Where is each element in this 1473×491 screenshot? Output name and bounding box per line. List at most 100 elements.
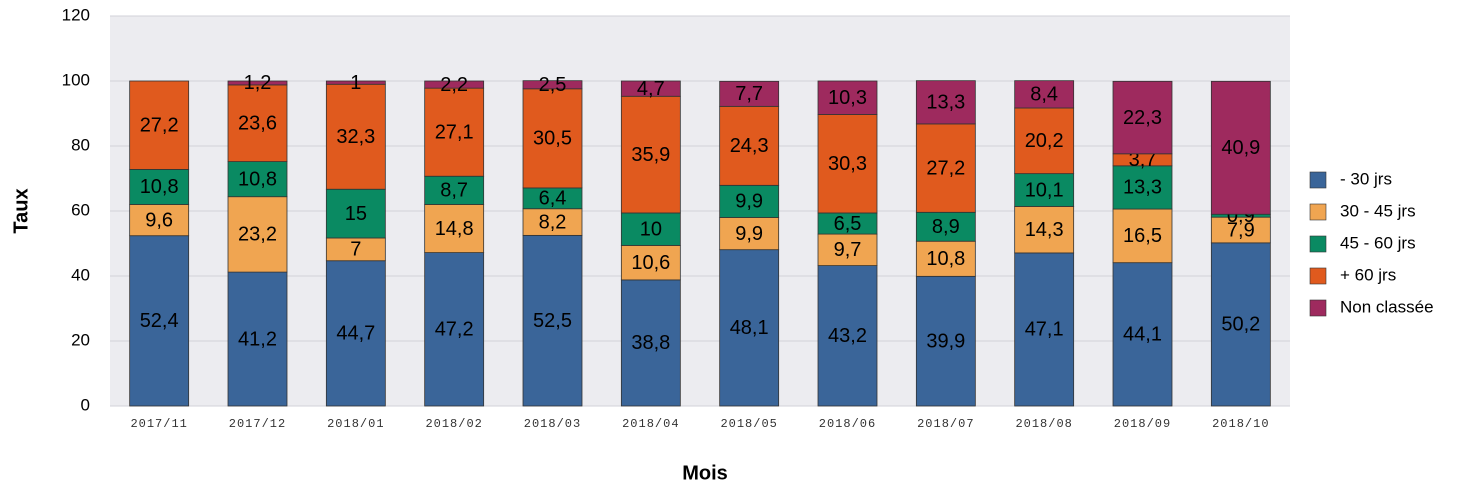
bar-segment [129, 80, 190, 170]
data-label: 6,5 [834, 213, 862, 235]
bar-segment [325, 80, 386, 85]
bar-segment [1210, 216, 1271, 244]
bar-segment [719, 80, 780, 107]
data-label: 1,2 [244, 72, 272, 94]
data-label: 13,3 [1123, 177, 1162, 199]
bar-segment [817, 80, 878, 115]
bar-segment [129, 204, 190, 237]
data-label: 48,1 [730, 317, 769, 339]
data-label: 4,7 [637, 78, 665, 100]
bar-segment [1112, 208, 1173, 264]
bar-segment [817, 265, 878, 407]
data-label: 35,9 [631, 144, 670, 166]
data-label: 10,6 [631, 252, 670, 274]
data-label: 30,3 [828, 153, 867, 175]
data-label: 20,2 [1025, 130, 1064, 152]
data-label: 43,2 [828, 325, 867, 347]
data-label: 32,3 [336, 126, 375, 148]
data-label: 9,6 [145, 209, 173, 231]
x-tick-label: 2018/03 [524, 417, 581, 431]
data-label: 10,8 [926, 248, 965, 270]
legend-label: Non classée [1340, 297, 1434, 316]
data-label: 39,9 [926, 330, 965, 352]
x-tick-label: 2018/07 [917, 417, 974, 431]
bar-segment [522, 80, 583, 90]
bar-segment [719, 249, 780, 407]
bar-segment [1014, 252, 1075, 407]
bar-segment [522, 208, 583, 236]
data-label: 23,2 [238, 224, 277, 246]
data-label: 7,7 [735, 83, 763, 105]
x-tick-label: 2017/11 [130, 417, 187, 431]
data-label: 1 [350, 72, 361, 94]
data-label: 44,7 [336, 323, 375, 345]
bar-segment [325, 260, 386, 407]
y-axis-label: Taux [10, 188, 32, 233]
data-label: 13,3 [926, 92, 965, 114]
data-label: 27,2 [140, 114, 179, 136]
bar-segment [1210, 242, 1271, 407]
data-label: 30,5 [533, 128, 572, 150]
data-label: 8,2 [539, 211, 567, 233]
data-label: 52,5 [533, 310, 572, 332]
y-tick-label: 0 [81, 395, 90, 414]
bar-segment [1014, 206, 1075, 254]
bar-segment [325, 188, 386, 239]
bar-segment [325, 83, 386, 190]
data-label: 3,7 [1129, 149, 1157, 171]
data-label: 16,5 [1123, 225, 1162, 247]
data-label: 27,1 [435, 121, 474, 143]
data-label: 14,8 [435, 218, 474, 240]
legend-swatch [1309, 267, 1327, 285]
x-tick-label: 2018/01 [327, 417, 384, 431]
data-label: 24,3 [730, 135, 769, 157]
data-label: 9,9 [735, 191, 763, 213]
data-label: 10,8 [140, 176, 179, 198]
bar-segment [1014, 173, 1075, 207]
legend-swatch [1309, 299, 1327, 317]
legend-swatch [1309, 203, 1327, 221]
data-label: 52,4 [140, 310, 179, 332]
bar-segment [1210, 80, 1271, 215]
data-label: 2,2 [440, 74, 468, 96]
bar-segment [424, 204, 485, 253]
bar-segment [424, 175, 485, 205]
x-tick-label: 2018/09 [1114, 417, 1171, 431]
bar-segment [227, 271, 288, 407]
y-tick-label: 120 [62, 5, 90, 24]
x-tick-label: 2018/06 [819, 417, 876, 431]
bar-segment [915, 80, 976, 125]
legend-label: - 30 jrs [1340, 169, 1392, 188]
data-label: 8,9 [932, 216, 960, 238]
data-label: 27,2 [926, 157, 965, 179]
bar-segment [620, 279, 681, 407]
data-label: 47,1 [1025, 319, 1064, 341]
y-tick-label: 100 [62, 70, 90, 89]
data-label: 6,4 [539, 188, 567, 210]
bar-segment [227, 84, 288, 162]
bar-segment [620, 212, 681, 246]
x-axis-label: Mois [682, 462, 728, 484]
data-label: 47,2 [435, 319, 474, 341]
bar-segment [915, 240, 976, 277]
data-label: 23,6 [238, 113, 277, 135]
bar-segment [817, 114, 878, 214]
bar-segment [227, 161, 288, 198]
x-tick-label: 2017/12 [229, 417, 286, 431]
bar-segment [129, 168, 190, 205]
data-label: 8,4 [1030, 84, 1058, 106]
data-label: 8,7 [440, 180, 468, 202]
bar-segment [227, 196, 288, 273]
data-label: 10,8 [238, 168, 277, 190]
legend-label: 30 - 45 jrs [1340, 201, 1416, 220]
data-label: 14,3 [1025, 219, 1064, 241]
data-label: 10,3 [828, 87, 867, 109]
data-label: 50,2 [1221, 314, 1260, 336]
data-label: 38,8 [631, 332, 670, 354]
bar-segment [1014, 107, 1075, 175]
bar-segment [620, 95, 681, 214]
bar-segment [1014, 80, 1075, 109]
legend-label: + 60 jrs [1340, 265, 1396, 284]
legend-swatch [1309, 235, 1327, 253]
